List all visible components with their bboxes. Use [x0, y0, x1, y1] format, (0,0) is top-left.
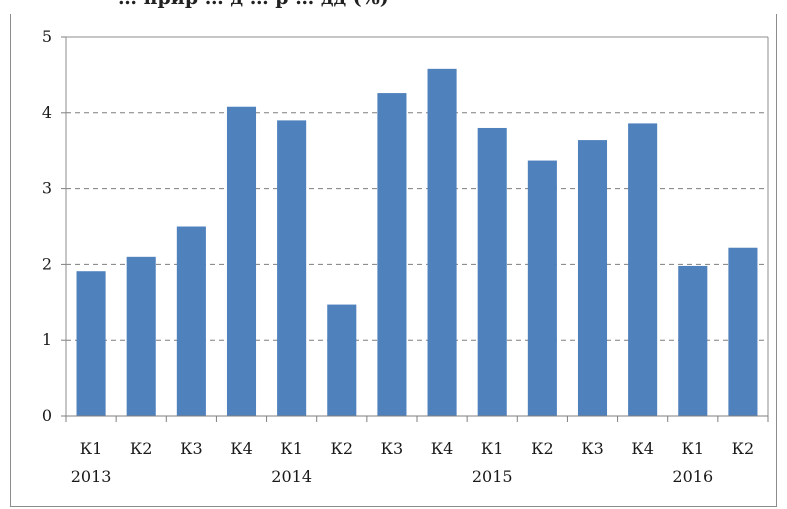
bar-12 [678, 265, 708, 416]
y-tick-label-5: 5 [42, 27, 52, 46]
bar-9 [527, 160, 557, 416]
bar-11 [628, 123, 658, 416]
chart-title-strip: … прир … д … р … дд (%) [0, 0, 787, 14]
x-tick-label-8: К1 [481, 439, 504, 458]
year-label-2013: 2013 [71, 467, 112, 486]
y-tick-label-0: 0 [42, 406, 52, 425]
chart-title: … прир … д … р … дд (%) [118, 0, 389, 9]
year-label-2014: 2014 [271, 467, 312, 486]
x-tick-label-7: К4 [431, 439, 454, 458]
x-tick-label-1: К2 [130, 439, 153, 458]
x-tick-label-2: К3 [180, 439, 203, 458]
bar-6 [377, 93, 407, 416]
bar-5 [327, 304, 357, 416]
bar-0 [76, 271, 106, 416]
bar-4 [277, 120, 307, 416]
y-tick-labels: 0 1 2 3 4 5 [42, 27, 52, 425]
gridlines [66, 36, 768, 341]
x-tick-label-12: К1 [682, 439, 705, 458]
year-label-2016: 2016 [672, 467, 713, 486]
y-tick-label-4: 4 [42, 103, 52, 122]
x-tick-label-13: К2 [732, 439, 755, 458]
axes [61, 36, 769, 422]
chart-frame [10, 14, 777, 507]
bar-1 [126, 256, 156, 416]
bar-13 [728, 247, 758, 416]
x-tick-label-4: К1 [280, 439, 303, 458]
x-tick-label-0: К1 [80, 439, 103, 458]
x-tick-labels: К1 К2 К3 К4 К1 К2 К3 К4 К1 К2 К3 К4 К1 К2 [80, 439, 754, 458]
year-labels: 2013 2014 2015 2016 [71, 467, 713, 486]
x-tick-label-11: К4 [631, 439, 654, 458]
bar-10 [577, 140, 608, 416]
bar-8 [477, 127, 507, 417]
year-label-2015: 2015 [472, 467, 513, 486]
x-tick-label-5: К2 [331, 439, 354, 458]
bar-2 [176, 226, 206, 416]
bar-7 [427, 68, 457, 416]
bar-3 [226, 106, 257, 417]
x-tick-label-9: К2 [531, 439, 554, 458]
x-tick-label-10: К3 [581, 439, 604, 458]
y-tick-label-2: 2 [42, 254, 52, 273]
x-tick-label-6: К3 [381, 439, 404, 458]
bars [76, 68, 758, 417]
y-tick-label-1: 1 [42, 330, 52, 349]
x-tick-label-3: К4 [230, 439, 253, 458]
y-tick-label-3: 3 [42, 179, 52, 198]
